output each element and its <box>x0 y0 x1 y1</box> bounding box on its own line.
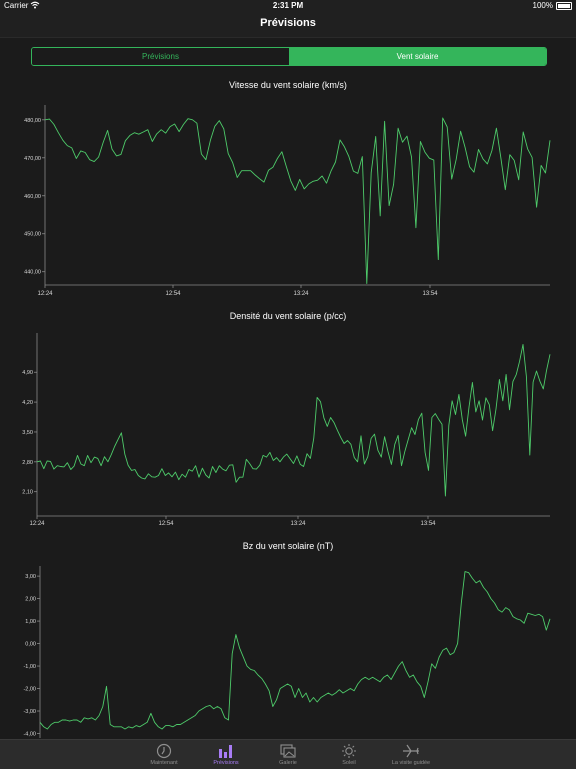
tab-label: Prévisions <box>213 760 239 766</box>
tab-soleil[interactable]: Soleil <box>314 742 384 766</box>
x-tick-label: 13:24 <box>293 291 309 297</box>
y-tick-label: 4,20 <box>22 400 33 406</box>
series-line <box>44 117 551 284</box>
y-tick-label: 450,00 <box>24 232 41 238</box>
y-tick-label: 2,10 <box>22 490 33 496</box>
gallery-icon <box>253 742 323 759</box>
tab-label: Maintenant <box>150 760 178 766</box>
segment-vent-solaire[interactable]: Vent solaire <box>289 48 546 65</box>
x-tick-label: 13:54 <box>420 521 436 527</box>
tab-visite-guidee[interactable]: La visite guidée <box>376 742 446 766</box>
page-title: Prévisions <box>260 17 316 29</box>
y-tick-label: 0,00 <box>25 642 36 648</box>
tab-label: Soleil <box>342 760 356 766</box>
battery-icon <box>556 1 572 10</box>
series-line <box>39 571 551 730</box>
y-tick-label: 3,50 <box>22 430 33 436</box>
y-tick-label: -1,00 <box>23 664 36 670</box>
wifi-icon <box>30 1 40 11</box>
series-line <box>36 344 551 497</box>
y-tick-label: 4,90 <box>22 370 33 376</box>
y-tick-label: 480,00 <box>24 118 41 124</box>
tab-label: La visite guidée <box>391 760 431 766</box>
speed-chart: 480,00 470,00 460,00 450,00 440,00 12:24 12:54… <box>24 105 551 297</box>
x-tick-label: 12:24 <box>29 521 45 527</box>
carrier-label: Carrier <box>4 1 29 10</box>
chart-title-bz: Bz du vent solaire (nT) <box>242 541 334 551</box>
battery-indicator: 100% <box>533 1 572 10</box>
battery-percent: 100% <box>532 1 553 10</box>
airplane-icon <box>376 742 446 759</box>
y-tick-label: 440,00 <box>24 270 41 276</box>
bar-chart-icon <box>191 742 261 759</box>
chart-title-speed: Vitesse du vent solaire (km/s) <box>229 80 347 90</box>
status-time: 2:31 PM <box>272 1 304 10</box>
y-tick-label: 2,00 <box>25 597 36 603</box>
tab-galerie[interactable]: Galerie <box>253 742 323 766</box>
y-tick-label: -2,00 <box>23 687 36 693</box>
y-tick-label: -3,00 <box>23 709 36 715</box>
y-tick-label: 470,00 <box>24 156 41 162</box>
segmented-control: Prévisions Vent solaire <box>31 47 547 66</box>
y-tick-label: 1,00 <box>25 619 36 625</box>
y-tick-label: 3,00 <box>25 574 36 580</box>
y-tick-label: 2,80 <box>22 460 33 466</box>
clock-icon <box>129 742 199 759</box>
y-tick-label: -4,00 <box>23 732 36 738</box>
segment-previsions[interactable]: Prévisions <box>32 48 289 65</box>
sun-icon <box>314 742 384 759</box>
x-tick-label: 12:24 <box>37 291 53 297</box>
status-bar: Carrier 2:31 PM 100% <box>0 0 576 12</box>
tab-label: Galerie <box>279 760 297 766</box>
tab-maintenant[interactable]: Maintenant <box>129 742 199 766</box>
tab-bar: Maintenant Prévisions Galerie Soleil La … <box>0 739 576 769</box>
x-tick-label: 13:24 <box>290 521 306 527</box>
x-tick-label: 13:54 <box>422 291 438 297</box>
bz-chart: 3,00 2,00 1,00 0,00 -1,00 -2,00 -3,00 -4,00 <box>23 566 551 738</box>
navigation-bar: Prévisions <box>0 12 576 38</box>
y-tick-label: 460,00 <box>24 194 41 200</box>
x-tick-label: 12:54 <box>158 521 174 527</box>
density-chart: 4,90 4,20 3,50 2,80 2,10 12:24 12:54 13:24 13:54 <box>22 333 551 527</box>
x-tick-label: 12:54 <box>165 291 181 297</box>
chart-title-density: Densité du vent solaire (p/cc) <box>229 311 347 321</box>
tab-previsions[interactable]: Prévisions <box>191 742 261 766</box>
